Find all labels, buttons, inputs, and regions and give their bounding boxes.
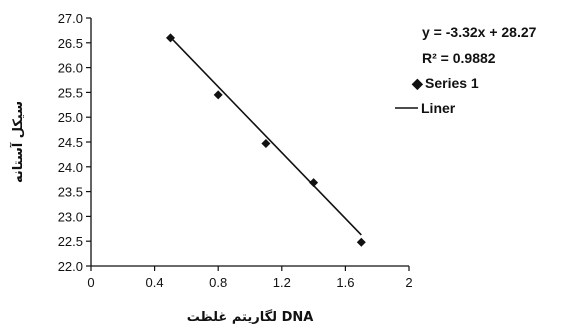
y-tick-label: 26.5 <box>58 36 83 51</box>
x-tick-label: 1.6 <box>336 275 354 290</box>
x-tick-label: 0.8 <box>209 275 227 290</box>
equation-label: y = -3.32x + 28.27 <box>422 24 537 40</box>
points-layer <box>166 33 366 247</box>
y-ticks: 22.0 22.5 23.0 23.5 24.0 24.5 25.0 25.5 26.0 26.5… <box>58 11 91 274</box>
x-tick-label: 0 <box>87 275 94 290</box>
data-point-diamond <box>309 178 319 188</box>
x-tick-label: 0.4 <box>146 275 164 290</box>
x-axis-title: DNA لگاریتم غلظت <box>187 309 314 325</box>
axes <box>90 18 409 267</box>
y-tick-label: 24.0 <box>58 160 83 175</box>
data-point-diamond <box>166 33 175 43</box>
legend-series-marker: ◆ <box>411 75 424 91</box>
legend: y = -3.32x + 28.27 R² = 0.9882 ◆ Series … <box>395 24 537 116</box>
trendline <box>169 36 362 236</box>
data-point-diamond <box>213 90 223 100</box>
y-tick-label: 22.0 <box>58 259 83 274</box>
data-point-diamond <box>356 237 366 247</box>
x-ticks: 0 0.4 0.8 1.2 1.6 2 <box>87 266 413 290</box>
legend-trendline-label: Liner <box>421 100 456 116</box>
trendline-layer <box>169 36 362 236</box>
y-tick-label: 26.0 <box>58 61 83 76</box>
y-tick-label: 23.0 <box>58 209 83 224</box>
data-point-diamond <box>261 138 271 148</box>
y-tick-label: 27.0 <box>58 11 83 26</box>
x-tick-label: 2 <box>405 275 412 290</box>
y-tick-label: 24.5 <box>58 135 83 150</box>
x-tick-label: 1.2 <box>273 275 291 290</box>
y-tick-label: 25.5 <box>58 85 83 100</box>
y-tick-label: 22.5 <box>58 234 83 249</box>
y-tick-label: 23.5 <box>58 185 83 200</box>
r-squared-label: R² = 0.9882 <box>422 50 496 66</box>
y-axis-title: سیکل آستانه <box>9 101 26 183</box>
y-tick-label: 25.0 <box>58 110 83 125</box>
legend-series-label: Series 1 <box>425 75 479 91</box>
